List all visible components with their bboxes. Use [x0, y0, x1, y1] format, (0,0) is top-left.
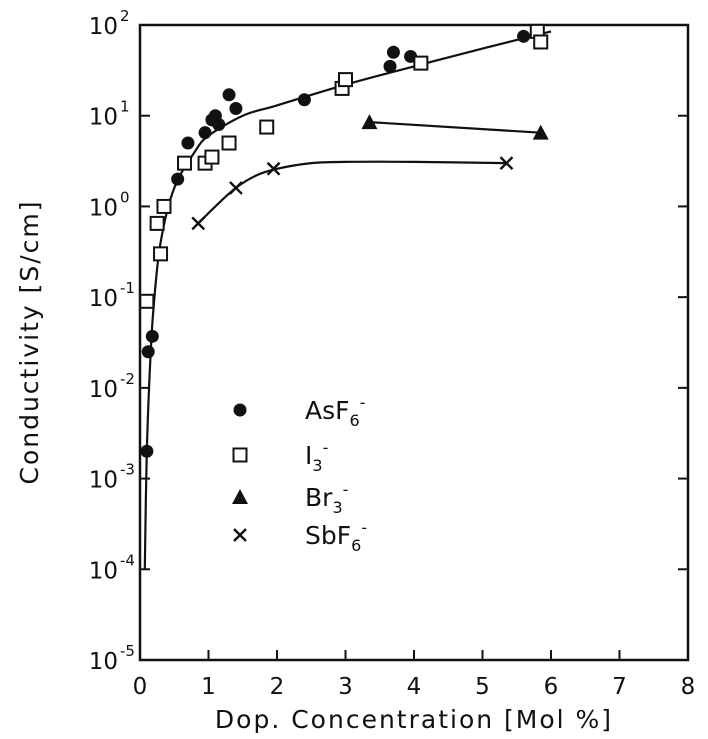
- point-0-11: [297, 93, 311, 107]
- x-tick-label: 0: [133, 674, 148, 700]
- y-tick-exponent: 2: [120, 7, 130, 25]
- series-line-2: [369, 121, 541, 134]
- y-tick-exponent: 0: [120, 188, 130, 206]
- data-points: [139, 23, 549, 458]
- x-tick-label: 4: [407, 674, 422, 700]
- point-0-13: [386, 45, 400, 59]
- point-3-1: [229, 181, 243, 195]
- point-1-11: [413, 55, 429, 71]
- point-0-10: [229, 102, 243, 116]
- y-tick-label: 10: [89, 377, 118, 403]
- legend-label-2: Br3-: [305, 480, 348, 517]
- point-3-0: [191, 216, 206, 231]
- point-1-3: [156, 198, 172, 214]
- x-tick-label: 5: [475, 674, 490, 700]
- point-2-1: [532, 124, 549, 140]
- y-tick-exponent: -5: [120, 642, 135, 660]
- point-0-12: [383, 59, 397, 73]
- x-tick-label: 7: [612, 674, 627, 700]
- point-3-2: [266, 161, 281, 176]
- point-0-3: [171, 172, 185, 186]
- point-3-3: [499, 156, 514, 170]
- y-tick-exponent: -1: [120, 279, 135, 297]
- legend-marker-0: [233, 403, 247, 417]
- point-0-4: [181, 136, 195, 150]
- legend-label-3: SbF6-: [305, 518, 367, 555]
- point-1-10: [338, 72, 353, 88]
- y-tick-label: 10: [89, 468, 118, 494]
- point-1-6: [204, 149, 220, 165]
- series-line-0: [143, 30, 552, 570]
- series-line-3: [197, 160, 507, 225]
- y-tick-label: 10: [89, 558, 118, 584]
- y-tick-label: 10: [89, 649, 118, 675]
- legend-label-1: I3-: [305, 438, 328, 475]
- y-tick-exponent: -3: [120, 461, 135, 479]
- x-tick-label: 1: [201, 674, 216, 700]
- legend-marker-3: [233, 528, 247, 542]
- legend: AsF6- I3- Br3-SbF6-: [232, 393, 367, 555]
- point-2-0: [361, 114, 378, 130]
- y-tick-exponent: -2: [120, 370, 135, 388]
- point-0-15: [517, 29, 531, 43]
- x-axis-title: Dop. Concentration [Mol %]: [215, 705, 613, 734]
- point-1-4: [177, 155, 193, 171]
- legend-label-0: AsF6-: [305, 393, 365, 430]
- point-1-2: [153, 246, 169, 262]
- point-1-8: [259, 119, 275, 135]
- point-1-7: [221, 135, 237, 151]
- legend-marker-2: [232, 489, 248, 504]
- point-0-5: [198, 126, 212, 140]
- y-tick-label: 10: [89, 105, 118, 131]
- point-0-8: [212, 118, 226, 132]
- x-tick-label: 6: [544, 674, 559, 700]
- y-tick-label: 10: [89, 286, 118, 312]
- point-0-0: [140, 444, 154, 458]
- point-0-2: [145, 329, 159, 343]
- point-0-9: [222, 88, 236, 102]
- point-1-1: [149, 215, 165, 231]
- x-tick-label: 2: [270, 674, 285, 700]
- point-0-1: [141, 345, 155, 359]
- y-tick-label: 10: [89, 14, 118, 40]
- legend-marker-1: [232, 447, 248, 463]
- y-tick-exponent: -4: [120, 551, 135, 569]
- y-tick-label: 10: [89, 195, 118, 221]
- y-axis-title: Conductivity [S/cm]: [15, 200, 44, 485]
- point-1-13: [533, 34, 549, 50]
- y-tick-exponent: 1: [120, 98, 130, 116]
- point-1-0: [139, 293, 155, 309]
- x-tick-label: 8: [681, 674, 696, 700]
- x-tick-label: 3: [338, 674, 353, 700]
- fit-curves: [143, 30, 552, 570]
